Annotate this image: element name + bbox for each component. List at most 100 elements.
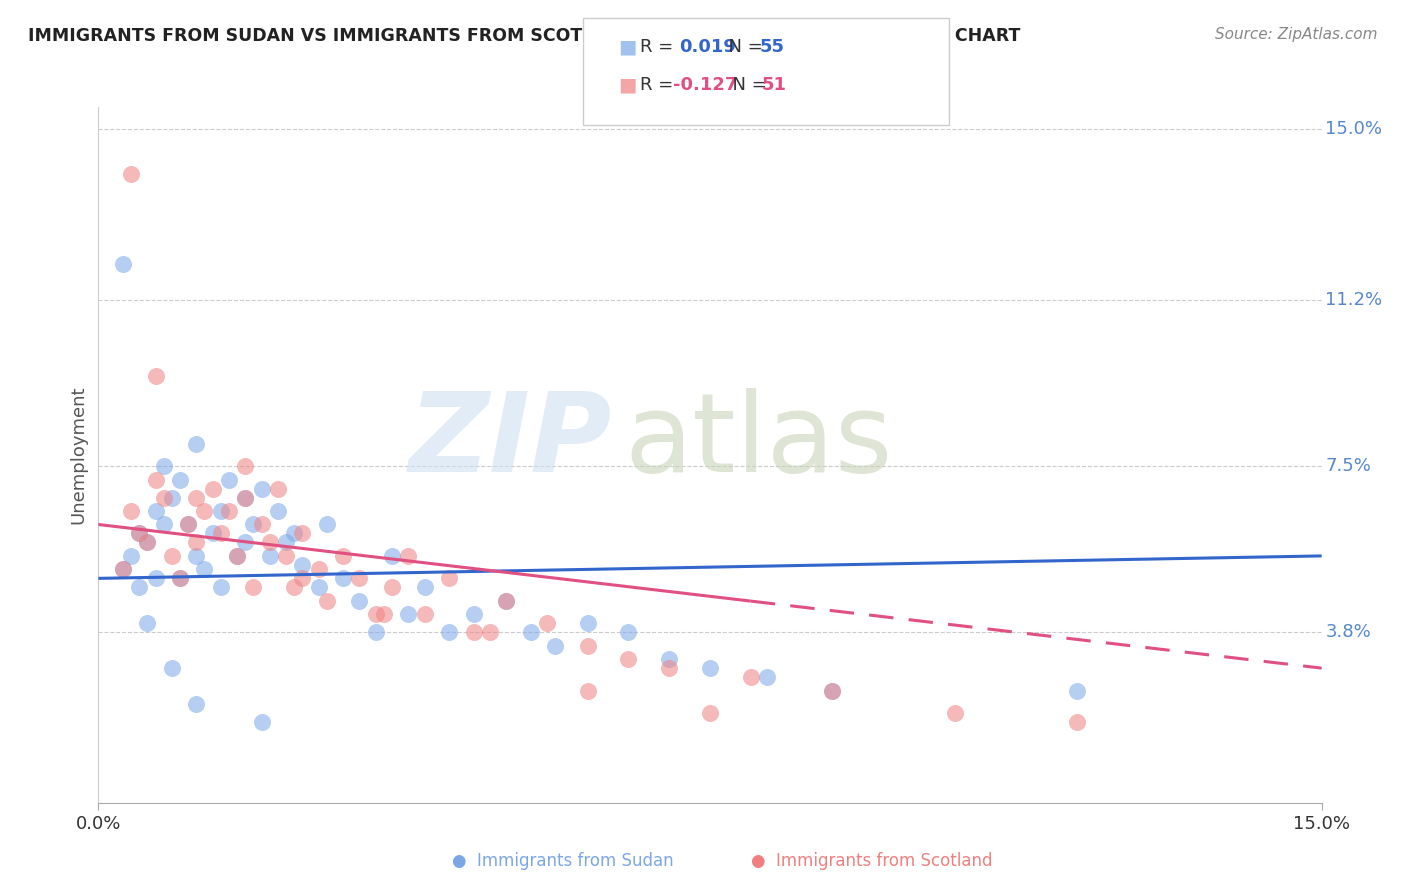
Point [186,535,208,549]
Point [821,683,844,698]
Point [145,369,167,384]
Point [169,473,191,487]
Point [274,535,297,549]
Point [699,661,721,675]
Point [160,661,183,675]
Point [233,491,256,505]
Text: ZIP: ZIP [409,387,612,494]
Text: 3.8%: 3.8% [1326,624,1371,641]
Point [186,436,208,450]
Text: ●  Immigrants from Scotland: ● Immigrants from Scotland [751,852,993,870]
Point [111,257,134,271]
Text: ●  Immigrants from Sudan: ● Immigrants from Sudan [451,852,673,870]
Point [193,562,215,576]
Text: R =: R = [640,76,679,94]
Point [267,504,290,518]
Point [463,607,485,622]
Point [495,594,517,608]
Point [478,625,501,640]
Point [186,697,208,711]
Point [259,549,281,563]
Point [218,473,240,487]
Point [120,167,142,181]
Point [396,549,419,563]
Text: N =: N = [717,38,769,56]
Point [756,670,779,684]
Point [437,571,460,585]
Point [396,607,419,622]
Point [169,571,191,585]
Point [259,535,281,549]
Text: 51: 51 [762,76,787,94]
Text: -0.127: -0.127 [673,76,738,94]
Point [226,549,249,563]
Point [145,571,167,585]
Point [1066,683,1088,698]
Text: 55: 55 [759,38,785,56]
Point [576,639,599,653]
Point [291,571,314,585]
Point [1066,714,1088,729]
Point [111,562,134,576]
Point [209,580,232,594]
Point [242,580,264,594]
Point [152,459,174,474]
Point [332,571,354,585]
Point [943,706,966,720]
Point [495,594,517,608]
Point [437,625,460,640]
Point [120,504,142,518]
Point [152,491,174,505]
Point [381,549,404,563]
Text: 15.0%: 15.0% [1326,120,1382,138]
Point [308,562,330,576]
Point [169,571,191,585]
Point [283,526,305,541]
Point [536,616,558,631]
Point [315,517,337,532]
Point [218,504,240,518]
Point [160,491,183,505]
Point [576,683,599,698]
Point [364,625,387,640]
Point [349,571,371,585]
Point [463,625,485,640]
Point [658,652,681,666]
Point [193,504,215,518]
Point [821,683,844,698]
Point [658,661,681,675]
Point [186,549,208,563]
Text: 11.2%: 11.2% [1326,291,1382,309]
Point [617,652,640,666]
Point [145,473,167,487]
Point [364,607,387,622]
Point [740,670,762,684]
Text: atlas: atlas [624,387,893,494]
Point [332,549,354,563]
Point [128,580,150,594]
Text: IMMIGRANTS FROM SUDAN VS IMMIGRANTS FROM SCOTLAND UNEMPLOYMENT CORRELATION CHART: IMMIGRANTS FROM SUDAN VS IMMIGRANTS FROM… [28,27,1021,45]
Point [413,607,436,622]
Text: Source: ZipAtlas.com: Source: ZipAtlas.com [1215,27,1378,42]
Point [136,535,159,549]
Point [233,459,256,474]
Point [267,482,290,496]
Point [233,491,256,505]
Point [145,504,167,518]
Point [177,517,200,532]
Point [291,526,314,541]
Point [250,714,273,729]
Text: 0.019: 0.019 [679,38,735,56]
Point [160,549,183,563]
Point [274,549,297,563]
Text: ■: ■ [619,75,637,95]
Point [699,706,721,720]
Point [250,517,273,532]
Point [617,625,640,640]
Point [233,535,256,549]
Point [128,526,150,541]
Point [201,526,224,541]
Point [186,491,208,505]
Point [120,549,142,563]
Point [308,580,330,594]
